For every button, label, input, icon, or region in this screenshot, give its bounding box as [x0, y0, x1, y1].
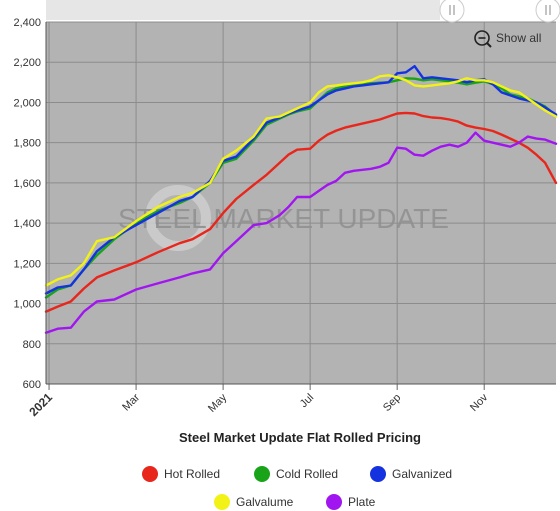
x-tick-label: Mar — [120, 391, 142, 413]
x-axis: 2021 Mar May Jul Sep Nov — [26, 383, 556, 419]
navigator-track[interactable] — [46, 0, 556, 20]
series-line-hot-rolled[interactable] — [44, 111, 558, 313]
watermark-logo: STEEL MARKET UPDATE — [118, 185, 449, 251]
x-tick-label: May — [206, 391, 230, 415]
y-axis: 600 800 1,000 1,200 1,400 1,600 1,800 2,000 2,20… — [13, 17, 47, 391]
zoom-out-icon — [474, 30, 492, 48]
y-tick-label: 1,600 — [13, 178, 41, 190]
y-tick-label: 2,200 — [13, 57, 41, 69]
legend-marker-galvanized — [370, 466, 386, 482]
legend-label-hot-rolled: Hot Rolled — [164, 467, 220, 481]
grid-lines — [46, 21, 556, 385]
x-tick-label: Sep — [381, 392, 403, 414]
legend-marker-galvalume — [214, 494, 230, 510]
show-all-button[interactable]: Show all — [474, 30, 541, 48]
x-tick-label: Nov — [468, 391, 491, 414]
legend-label-galvanized: Galvanized — [392, 467, 452, 481]
legend-label-plate: Plate — [348, 495, 376, 509]
x-tick-label: 2021 — [26, 390, 55, 419]
y-tick-label: 1,000 — [13, 299, 41, 311]
legend-marker-plate — [326, 494, 342, 510]
y-tick-label: 800 — [23, 339, 41, 351]
navigator-right-handle[interactable] — [535, 0, 560, 23]
legend-item-hot-rolled[interactable]: Hot Rolled — [142, 466, 220, 482]
legend-marker-hot-rolled — [142, 466, 158, 482]
y-tick-label: 2,400 — [13, 17, 41, 29]
legend-marker-cold-rolled — [254, 466, 270, 482]
navigator-window[interactable] — [440, 0, 550, 20]
watermark-text: STEEL MARKET UPDATE — [118, 203, 449, 234]
legend-item-galvanized[interactable]: Galvanized — [370, 466, 452, 482]
x-tick-label: Jul — [298, 392, 316, 410]
legend-label-cold-rolled: Cold Rolled — [276, 467, 338, 481]
y-tick-label: 1,800 — [13, 138, 41, 150]
legend-item-cold-rolled[interactable]: Cold Rolled — [254, 466, 338, 482]
y-tick-label: 1,200 — [13, 258, 41, 270]
y-tick-label: 600 — [23, 379, 41, 391]
navigator-bar[interactable] — [46, 0, 560, 23]
series-lines — [44, 64, 558, 334]
navigator-left-handle[interactable] — [439, 0, 465, 23]
series-line-galvalume[interactable] — [44, 74, 558, 287]
y-tick-label: 1,400 — [13, 218, 41, 230]
legend: Hot Rolled Cold Rolled Galvanized Galvalume… — [142, 466, 452, 510]
show-all-label[interactable]: Show all — [496, 31, 541, 45]
legend-label-galvalume: Galvalume — [236, 495, 294, 509]
chart-title: Steel Market Update Flat Rolled Pricing — [179, 430, 421, 445]
series-line-plate[interactable] — [44, 131, 558, 334]
legend-item-plate[interactable]: Plate — [326, 494, 376, 510]
legend-item-galvalume[interactable]: Galvalume — [214, 494, 294, 510]
y-tick-label: 2,000 — [13, 97, 41, 109]
